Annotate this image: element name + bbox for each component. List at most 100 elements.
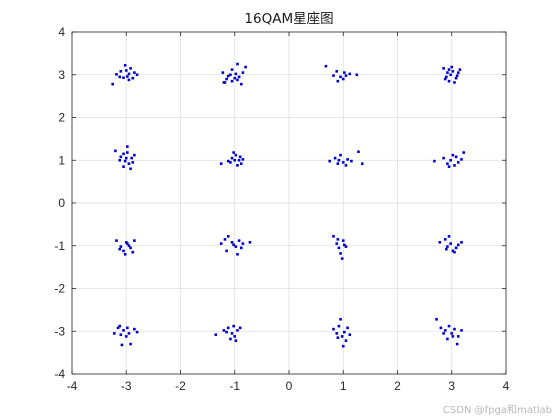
data-point xyxy=(236,253,239,256)
data-point xyxy=(131,250,135,254)
data-point xyxy=(346,326,349,330)
data-point xyxy=(439,326,443,330)
watermark: CSDN @fpga和matlab xyxy=(442,405,552,416)
data-point xyxy=(455,74,459,77)
data-point xyxy=(127,72,131,76)
data-point xyxy=(237,158,241,162)
y-tick-label: -2 xyxy=(54,282,65,296)
data-point xyxy=(332,235,335,238)
data-point xyxy=(115,239,118,242)
data-point xyxy=(333,156,337,160)
data-point xyxy=(443,77,447,81)
data-point xyxy=(233,158,237,162)
data-point xyxy=(241,242,245,245)
data-point xyxy=(225,330,228,334)
data-point xyxy=(233,76,237,80)
data-point xyxy=(458,68,462,71)
x-tick-label: 4 xyxy=(503,379,510,393)
data-point xyxy=(460,241,463,244)
data-point xyxy=(454,76,458,80)
data-point xyxy=(348,333,352,336)
data-point xyxy=(456,243,460,247)
data-point xyxy=(442,156,445,160)
data-point xyxy=(336,336,340,339)
data-point xyxy=(133,71,136,74)
data-point xyxy=(344,164,348,167)
data-point xyxy=(124,69,128,72)
data-point xyxy=(124,335,128,338)
data-points xyxy=(111,62,465,348)
data-point xyxy=(118,75,122,79)
data-point xyxy=(447,68,451,71)
data-point xyxy=(234,153,238,157)
data-point xyxy=(357,150,360,153)
data-point xyxy=(328,159,331,163)
data-point xyxy=(131,76,135,80)
data-point xyxy=(226,159,230,163)
data-point xyxy=(118,247,122,251)
y-tick-label: 2 xyxy=(58,111,65,125)
data-point xyxy=(336,79,340,83)
data-point xyxy=(237,239,241,242)
data-point xyxy=(123,253,127,256)
data-point xyxy=(225,77,228,81)
data-point xyxy=(230,241,234,244)
data-point xyxy=(344,339,348,342)
chart-title: 16QAM星座图 xyxy=(244,11,333,27)
data-point xyxy=(339,153,342,157)
x-tick-label: -1 xyxy=(229,379,240,393)
data-point xyxy=(343,71,346,74)
data-point xyxy=(230,79,234,83)
data-point xyxy=(233,335,237,338)
data-point xyxy=(460,158,463,161)
data-point xyxy=(341,344,345,348)
data-point xyxy=(237,75,241,79)
data-point xyxy=(133,239,136,242)
data-point xyxy=(114,149,117,153)
data-point xyxy=(447,79,451,83)
data-point xyxy=(234,72,238,76)
data-point xyxy=(239,82,243,86)
data-point xyxy=(230,68,234,71)
data-point xyxy=(118,324,122,328)
data-point xyxy=(131,161,135,164)
data-point xyxy=(127,78,131,82)
data-point xyxy=(446,245,449,248)
data-point xyxy=(127,162,131,165)
data-point xyxy=(232,243,235,247)
y-tick-label: -4 xyxy=(54,367,65,381)
data-point xyxy=(135,73,139,77)
data-point xyxy=(119,155,123,159)
tick-labels: -4 -3 -2 -1 0 1 2 3 4 -4 -3 -2 -1 0 1 2 3 4 xyxy=(54,25,509,393)
data-point xyxy=(451,153,455,157)
data-point xyxy=(339,75,342,79)
data-point xyxy=(129,342,132,346)
data-point xyxy=(225,249,228,253)
data-point xyxy=(219,242,223,245)
data-point xyxy=(127,244,131,248)
data-point xyxy=(454,246,458,250)
data-point xyxy=(435,317,438,321)
data-point xyxy=(442,332,445,335)
data-point xyxy=(120,343,124,347)
data-point xyxy=(122,249,125,253)
data-point xyxy=(236,62,239,66)
data-point xyxy=(456,71,460,74)
data-point xyxy=(239,162,243,165)
data-point xyxy=(447,235,451,238)
x-tick-label: -3 xyxy=(121,379,132,393)
data-point xyxy=(238,155,242,159)
data-point xyxy=(230,156,234,160)
data-point xyxy=(451,70,455,73)
data-point xyxy=(221,71,225,74)
data-point xyxy=(335,332,339,335)
data-point xyxy=(222,329,226,332)
data-point xyxy=(126,326,129,330)
data-point xyxy=(447,324,451,328)
data-point xyxy=(339,252,342,255)
data-point xyxy=(324,64,328,68)
data-point xyxy=(442,67,445,70)
data-point xyxy=(445,75,448,79)
x-tick-label: 1 xyxy=(340,379,347,393)
data-point xyxy=(445,247,448,251)
